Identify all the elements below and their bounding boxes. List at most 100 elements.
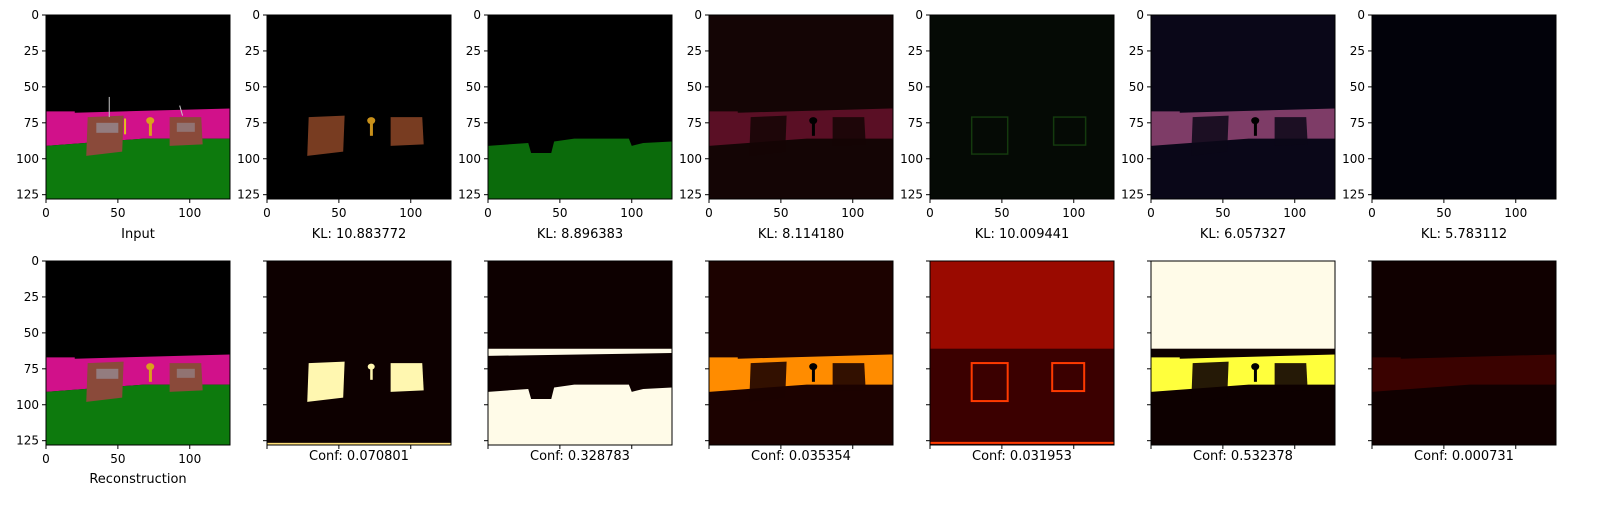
key-head	[1251, 117, 1260, 125]
y-tick-label: 50	[245, 80, 260, 94]
y-tick-label: 125	[1121, 188, 1144, 202]
bottom-panel-6: Conf: 0.532378	[1147, 260, 1336, 464]
x-tick-label: 50	[994, 206, 1009, 220]
y-tick-label: 100	[679, 152, 702, 166]
y-tick-label: 125	[679, 188, 702, 202]
y-tick-label: 75	[908, 116, 923, 130]
panel-caption: Reconstruction	[89, 472, 186, 487]
slot-floor-region	[488, 138, 672, 199]
x-tick-label: 50	[110, 206, 125, 220]
object-box-left	[749, 115, 787, 156]
panel-caption: Input	[121, 227, 155, 242]
panel-caption: Conf: 0.000731	[1414, 449, 1514, 464]
y-tick-label: 100	[900, 152, 923, 166]
panel-caption: KL: 10.009441	[975, 227, 1070, 242]
x-tick-label: 100	[178, 206, 201, 220]
y-tick-label: 125	[16, 188, 39, 202]
x-tick-label: 0	[42, 206, 50, 220]
mask-wall-faint-region	[1372, 354, 1556, 392]
x-tick-label: 0	[1368, 206, 1376, 220]
x-tick-label: 100	[1504, 206, 1527, 220]
object-box-left	[749, 361, 787, 402]
panel-caption: Conf: 0.328783	[530, 449, 630, 464]
y-tick-label: 50	[466, 80, 481, 94]
object-box-right	[832, 117, 866, 146]
x-tick-label: 50	[1436, 206, 1451, 220]
x-tick-label: 0	[484, 206, 492, 220]
y-tick-label: 125	[16, 434, 39, 448]
y-tick-label: 50	[24, 80, 39, 94]
panel-caption: KL: 10.883772	[312, 227, 407, 242]
y-tick-label: 75	[466, 116, 481, 130]
object-box-right	[832, 363, 866, 392]
object-box-right	[1274, 117, 1308, 146]
y-tick-label: 0	[694, 8, 702, 22]
key-shaft	[1253, 368, 1257, 382]
mask-floor-region	[488, 384, 672, 445]
key-head	[809, 117, 818, 125]
y-tick-label: 25	[1129, 44, 1144, 58]
floor-region	[46, 138, 230, 199]
object-box-right	[390, 363, 424, 392]
panel-caption: KL: 8.114180	[758, 227, 844, 242]
object-box-right	[169, 363, 203, 392]
key-head	[1251, 363, 1260, 371]
object-box-left	[86, 361, 124, 402]
panel-caption: KL: 5.783112	[1421, 227, 1507, 242]
y-tick-label: 75	[1129, 116, 1144, 130]
y-tick-label: 100	[237, 152, 260, 166]
y-tick-label: 50	[687, 80, 702, 94]
key-shaft	[369, 122, 373, 136]
y-tick-label: 100	[1342, 152, 1365, 166]
y-tick-label: 125	[900, 188, 923, 202]
panel-caption: Conf: 0.532378	[1193, 449, 1293, 464]
y-tick-label: 0	[252, 8, 260, 22]
x-tick-label: 100	[1062, 206, 1085, 220]
panel-caption: Conf: 0.035354	[751, 449, 851, 464]
y-tick-label: 125	[1342, 188, 1365, 202]
x-tick-label: 100	[399, 206, 422, 220]
object-box-left	[307, 361, 345, 402]
key-head	[367, 117, 376, 125]
x-tick-label: 100	[178, 452, 201, 466]
bottom-panel-2: Conf: 0.070801	[263, 260, 452, 464]
x-tick-label: 0	[926, 206, 934, 220]
y-tick-label: 75	[245, 116, 260, 130]
key-shaft	[1253, 122, 1257, 136]
x-tick-label: 0	[705, 206, 713, 220]
y-tick-label: 0	[1136, 8, 1144, 22]
key-head	[146, 117, 155, 125]
y-tick-label: 25	[687, 44, 702, 58]
x-tick-label: 50	[552, 206, 567, 220]
object-box-left	[1191, 361, 1229, 402]
key-head	[146, 363, 155, 371]
x-tick-label: 50	[773, 206, 788, 220]
y-tick-label: 0	[1357, 8, 1365, 22]
panel-caption: Conf: 0.031953	[972, 449, 1072, 464]
y-tick-label: 100	[16, 152, 39, 166]
y-tick-label: 100	[1121, 152, 1144, 166]
key-shaft	[811, 368, 815, 382]
y-tick-label: 25	[466, 44, 481, 58]
x-tick-label: 0	[1147, 206, 1155, 220]
x-tick-label: 100	[1283, 206, 1306, 220]
panel-caption: Conf: 0.070801	[309, 449, 409, 464]
y-tick-label: 25	[24, 44, 39, 58]
y-tick-label: 75	[24, 116, 39, 130]
y-tick-label: 25	[245, 44, 260, 58]
y-tick-label: 75	[24, 362, 39, 376]
x-tick-label: 50	[110, 452, 125, 466]
key-shaft	[148, 368, 152, 382]
y-tick-label: 125	[237, 188, 260, 202]
key-head	[809, 363, 818, 371]
mask-sky-region	[1151, 261, 1335, 349]
x-tick-label: 50	[331, 206, 346, 220]
mask-band-top-region	[488, 348, 672, 356]
key-shaft	[811, 122, 815, 136]
y-tick-label: 25	[1350, 44, 1365, 58]
